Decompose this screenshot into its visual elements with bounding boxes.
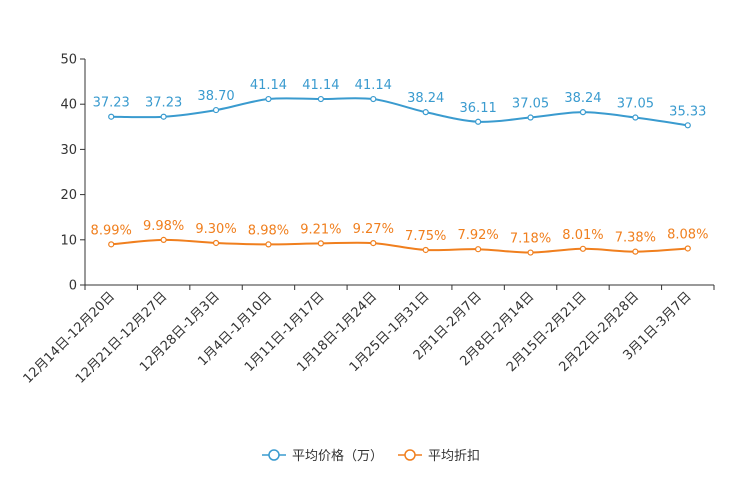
data-label: 38.24 xyxy=(564,91,601,106)
data-label: 9.27% xyxy=(353,222,394,237)
data-label: 9.30% xyxy=(195,222,236,237)
data-point xyxy=(160,113,167,120)
data-point xyxy=(160,236,167,243)
y-tick-label: 30 xyxy=(60,143,77,158)
series-line xyxy=(111,238,688,254)
data-label: 7.75% xyxy=(405,229,446,244)
data-point xyxy=(527,114,534,121)
data-label: 41.14 xyxy=(355,78,392,93)
data-label: 35.33 xyxy=(669,104,706,119)
data-point xyxy=(370,95,377,103)
data-label: 9.98% xyxy=(143,219,184,234)
data-label: 37.23 xyxy=(145,96,182,111)
data-point xyxy=(317,240,324,247)
data-label: 7.38% xyxy=(615,231,656,246)
data-point xyxy=(212,106,220,114)
data-point xyxy=(212,239,220,247)
data-label: 36.11 xyxy=(460,101,497,116)
data-label: 9.21% xyxy=(300,222,341,237)
data-label: 37.05 xyxy=(617,97,654,112)
legend[interactable]: 平均价格（万） 平均折扣 xyxy=(262,448,480,464)
data-point xyxy=(579,245,587,252)
data-point xyxy=(108,241,115,248)
data-label: 7.92% xyxy=(457,228,498,243)
data-point xyxy=(684,245,691,252)
x-tick-label: 12月21日-12月27日 xyxy=(73,289,170,386)
y-tick-label: 40 xyxy=(60,98,77,113)
series-layer: 37.23 37.23 38.70 41.14 41.14 41.14 38.24 36.11… xyxy=(91,78,708,256)
data-label: 41.14 xyxy=(250,78,287,93)
data-label: 7.18% xyxy=(510,232,551,247)
data-point xyxy=(684,122,691,129)
data-point xyxy=(422,109,429,116)
data-point xyxy=(632,114,639,121)
legend-label: 平均价格（万） xyxy=(292,448,383,464)
legend-marker xyxy=(268,449,280,461)
data-point xyxy=(108,113,115,120)
y-tick-label: 10 xyxy=(60,233,77,248)
data-label: 8.98% xyxy=(248,223,289,238)
x-tick-label: 12月14日-12月20日 xyxy=(21,289,118,386)
data-point xyxy=(317,95,324,103)
y-tick-label: 50 xyxy=(60,53,77,68)
data-point xyxy=(265,241,272,248)
data-point xyxy=(475,118,482,125)
data-label: 37.23 xyxy=(93,96,130,111)
data-label: 8.01% xyxy=(562,228,603,243)
data-label: 41.14 xyxy=(302,78,339,93)
legend-label: 平均折扣 xyxy=(428,449,480,464)
y-tick-label: 0 xyxy=(69,279,77,294)
data-label: 37.05 xyxy=(512,97,549,112)
data-label: 38.70 xyxy=(197,89,234,104)
legend-marker xyxy=(404,449,416,461)
data-label: 8.99% xyxy=(91,223,132,238)
series-2: 8.99% 9.98% 9.30% 8.98% 9.21% 9.27% 7.75% 7.92%… xyxy=(91,219,708,256)
data-label: 38.24 xyxy=(407,91,444,106)
data-point xyxy=(579,109,587,116)
data-label: 8.08% xyxy=(667,227,708,242)
series-1: 37.23 37.23 38.70 41.14 41.14 41.14 38.24 36.11… xyxy=(93,78,706,129)
data-point xyxy=(265,95,272,103)
data-point xyxy=(527,249,534,256)
legend-item-1[interactable]: 平均价格（万） xyxy=(262,448,383,464)
legend-item-2[interactable]: 平均折扣 xyxy=(398,449,480,464)
data-point xyxy=(475,246,482,253)
data-point xyxy=(370,239,377,247)
y-tick-label: 20 xyxy=(60,188,77,203)
data-point xyxy=(632,248,639,255)
series-line xyxy=(111,97,688,127)
data-point xyxy=(422,246,429,254)
